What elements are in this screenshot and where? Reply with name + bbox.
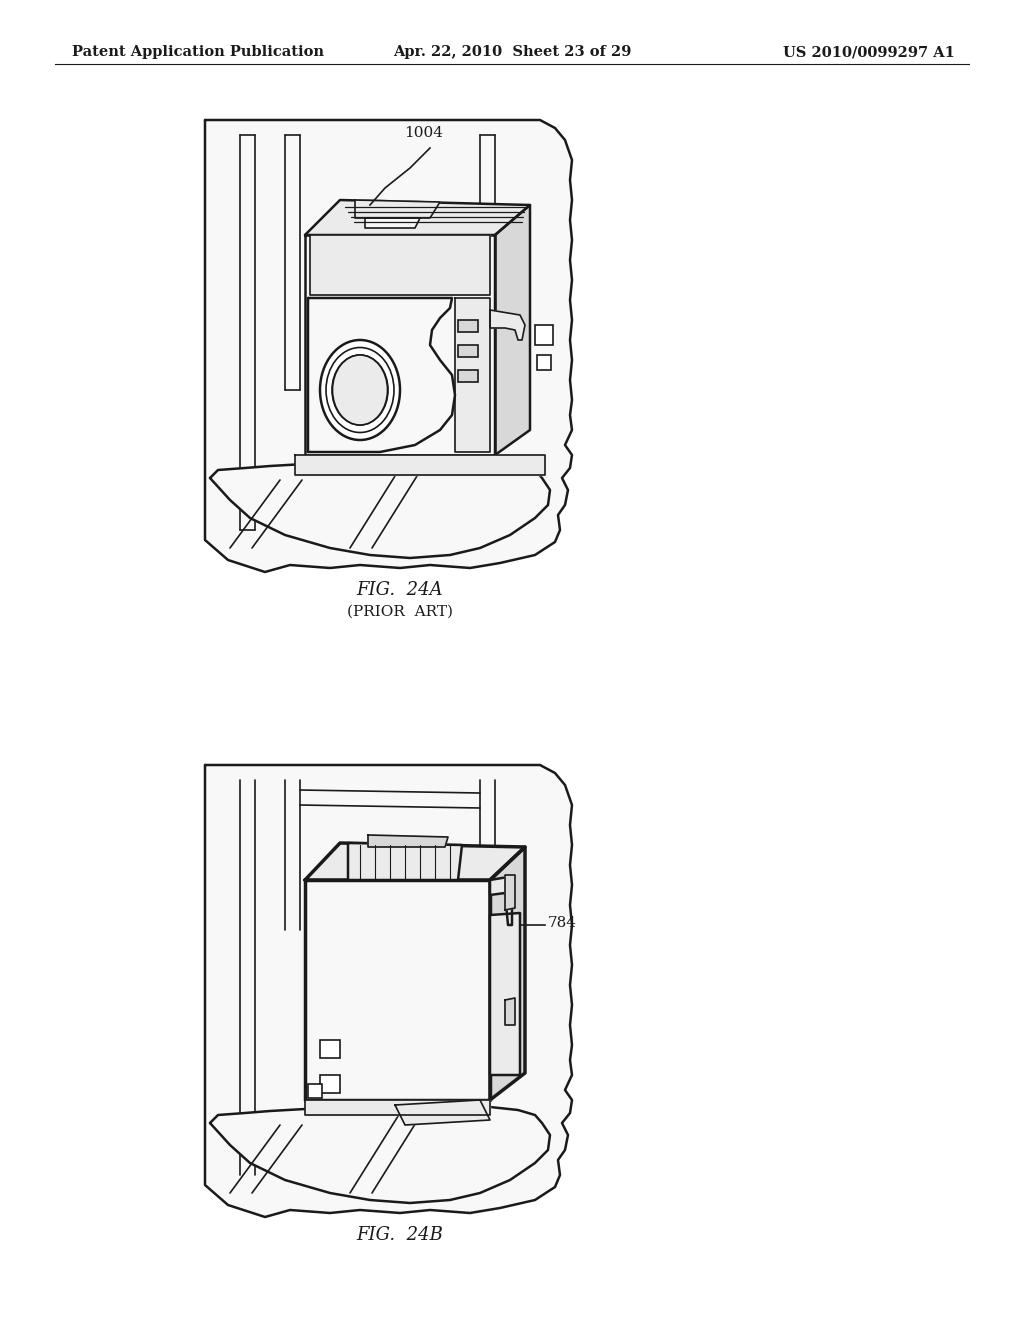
Text: 1004: 1004 — [360, 987, 399, 1002]
Polygon shape — [490, 913, 520, 1074]
Text: Patent Application Publication: Patent Application Publication — [72, 45, 324, 59]
Polygon shape — [490, 310, 525, 341]
Polygon shape — [195, 115, 605, 565]
Text: Apr. 22, 2010  Sheet 23 of 29: Apr. 22, 2010 Sheet 23 of 29 — [393, 45, 631, 59]
Polygon shape — [305, 235, 495, 455]
Polygon shape — [295, 455, 545, 475]
Polygon shape — [310, 235, 490, 294]
Text: 1004: 1004 — [404, 125, 443, 140]
Polygon shape — [305, 201, 530, 235]
Bar — [319, 1074, 340, 1093]
Polygon shape — [305, 1100, 490, 1115]
Polygon shape — [308, 298, 455, 451]
Polygon shape — [368, 836, 449, 847]
Polygon shape — [305, 880, 490, 1100]
Polygon shape — [205, 766, 572, 1217]
Polygon shape — [210, 459, 550, 558]
Text: (PRIOR  ART): (PRIOR ART) — [347, 605, 453, 619]
Polygon shape — [495, 205, 530, 455]
Polygon shape — [205, 120, 572, 572]
Polygon shape — [305, 843, 525, 880]
Polygon shape — [505, 998, 515, 1026]
FancyBboxPatch shape — [458, 370, 478, 381]
Bar — [535, 325, 553, 345]
Polygon shape — [505, 875, 515, 909]
Bar — [537, 355, 551, 370]
Polygon shape — [490, 876, 512, 925]
Ellipse shape — [319, 341, 400, 440]
FancyBboxPatch shape — [458, 345, 478, 356]
Text: FIG.  24B: FIG. 24B — [356, 1226, 443, 1243]
Polygon shape — [210, 1105, 550, 1203]
Bar — [308, 1084, 322, 1098]
Text: US 2010/0099297 A1: US 2010/0099297 A1 — [783, 45, 955, 59]
Bar — [319, 1040, 340, 1059]
Polygon shape — [395, 1100, 490, 1125]
Polygon shape — [490, 847, 525, 1100]
Text: 784: 784 — [548, 916, 577, 931]
Polygon shape — [348, 843, 462, 880]
Ellipse shape — [333, 355, 387, 425]
Polygon shape — [455, 298, 490, 451]
Polygon shape — [365, 218, 420, 228]
Text: FIG.  24A: FIG. 24A — [356, 581, 443, 599]
Polygon shape — [355, 201, 440, 218]
FancyBboxPatch shape — [458, 319, 478, 333]
